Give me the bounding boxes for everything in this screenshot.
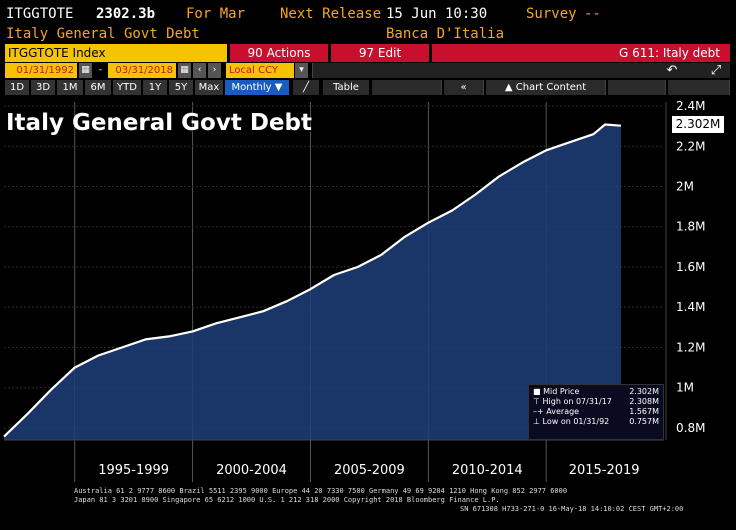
y-tick-label: 2M: [676, 180, 694, 194]
y-tick-label: 1.8M: [676, 220, 705, 234]
x-tick-label: 2015-2019: [569, 463, 640, 478]
chart-legend: ■ Mid Price 2.302M ⊤ High on 07/31/17 2.30…: [528, 384, 664, 440]
edit-button[interactable]: 97 Edit: [331, 44, 429, 62]
low-marker-icon: ⊥: [533, 417, 543, 426]
period-3d[interactable]: 3D: [31, 80, 55, 95]
legend-label: Mid Price: [543, 387, 580, 396]
footer-contacts-line: Australia 61 2 9777 8600 Brazil 5511 239…: [74, 487, 568, 495]
chart-title: Italy General Govt Debt: [6, 110, 312, 136]
security-header: ITGGTOTE 2302.3b For Mar Next Release 15…: [0, 4, 736, 26]
footer: Australia 61 2 9777 8600 Brazil 5511 239…: [0, 486, 736, 530]
chart-content-label: Chart Content: [515, 82, 587, 93]
chart-content-icon: ▲: [504, 82, 516, 93]
next-release-date: 15 Jun 10:30: [386, 6, 488, 22]
command-bar: ITGGTOTE Index 90 Actions 97 Edit G 611:…: [0, 44, 736, 62]
legend-item-low: ⊥ Low on 01/31/92 0.757M: [533, 417, 659, 427]
prev-arrow-icon[interactable]: ‹: [193, 63, 206, 78]
x-tick-label: 2005-2009: [334, 463, 405, 478]
currency-select[interactable]: Local CCY: [226, 63, 294, 78]
collapse-icon[interactable]: «: [444, 80, 484, 95]
security-field[interactable]: ITGGTOTE Index: [5, 44, 227, 62]
chart-content-button[interactable]: ▲ Chart Content: [486, 80, 606, 95]
frequency-select[interactable]: Monthly ▼: [225, 80, 289, 95]
x-tick-label: 1995-1999: [98, 463, 169, 478]
y-tick-label: 1.4M: [676, 300, 705, 314]
legend-label: Low on 01/31/92: [542, 417, 610, 426]
y-tick-label: 1M: [676, 381, 694, 395]
last-value: 2302.3b: [96, 6, 156, 22]
period-ytd[interactable]: YTD: [113, 80, 141, 95]
high-marker-icon: ⊤: [533, 397, 543, 406]
legend-label: Average: [546, 407, 580, 416]
footer-serial: SN 671308 H733-271-0 16-May-18 14:10:02 …: [460, 505, 684, 513]
debt-chart: 0.8M 1M 1.2M 1.4M 1.6M 1.8M 2M 2.2M 2.4M 1995-199…: [3, 99, 705, 482]
period-max[interactable]: Max: [195, 80, 223, 95]
legend-value: 0.757M: [629, 417, 659, 426]
legend-value: 1.567M: [629, 407, 659, 416]
table-button[interactable]: Table: [323, 80, 369, 95]
ticker: ITGGTOTE: [6, 6, 74, 22]
chevron-down-icon[interactable]: ▾: [295, 63, 308, 78]
toolbar-spacer: [608, 80, 666, 95]
y-tick-label: 1.6M: [676, 260, 705, 274]
footer-contacts-line2: Japan 81 3 3201 8900 Singapore 65 6212 1…: [74, 496, 500, 504]
x-tick-label: 2010-2014: [452, 463, 523, 478]
area-fill: [4, 124, 621, 440]
legend-label: High on 07/31/17: [542, 397, 612, 406]
last-value-tag: 2.302M: [672, 116, 724, 133]
line-chart-icon[interactable]: ╱: [293, 80, 319, 95]
legend-value: 2.302M: [629, 387, 659, 396]
legend-swatch: ■: [533, 387, 544, 396]
start-date-field[interactable]: 01/31/1992: [5, 63, 77, 78]
x-tick-label: 2000-2004: [216, 463, 287, 478]
survey-value: --: [584, 6, 601, 22]
calendar-icon[interactable]: ▦: [178, 63, 191, 78]
y-tick-label: 0.8M: [676, 421, 705, 435]
y-tick-label: 2.2M: [676, 139, 705, 153]
function-title: G 611: Italy debt: [432, 44, 730, 62]
source: Banca D'Italia: [386, 26, 505, 42]
chart-area: 0.8M 1M 1.2M 1.4M 1.6M 1.8M 2M 2.2M 2.4M 1995-199…: [0, 96, 736, 530]
date-separator: -: [98, 65, 103, 75]
period-1y[interactable]: 1Y: [143, 80, 167, 95]
toolbar-empty: [312, 63, 730, 78]
calendar-icon[interactable]: ▦: [79, 63, 92, 78]
series-line: [3, 123, 621, 438]
security-name: Italy General Govt Debt: [6, 26, 200, 42]
undo-icon[interactable]: ↶: [662, 63, 682, 78]
spacer: [372, 80, 442, 95]
period-6m[interactable]: 6M: [85, 80, 111, 95]
period: For Mar: [186, 6, 246, 22]
chevron-down-icon: ▼: [274, 82, 283, 93]
date-controls: 01/31/1992 ▦ - 03/31/2018 ▦ ‹ › Local CC…: [0, 63, 736, 79]
expand-icon[interactable]: ⤢: [706, 63, 726, 78]
period-toolbar: 1D 3D 1M 6M YTD 1Y 5Y Max Monthly ▼ ╱ Ta…: [0, 80, 736, 95]
description-row: Italy General Govt Debt Banca D'Italia: [0, 26, 736, 44]
legend-item-high: ⊤ High on 07/31/17 2.308M: [533, 397, 659, 407]
y-tick-label: 1.2M: [676, 340, 705, 354]
legend-item-mid: ■ Mid Price 2.302M: [533, 387, 659, 397]
next-arrow-icon[interactable]: ›: [208, 63, 221, 78]
legend-value: 2.308M: [629, 397, 659, 406]
legend-item-average: –+ Average 1.567M: [533, 407, 659, 417]
toolbar-spacer-right: [668, 80, 730, 95]
actions-button[interactable]: 90 Actions: [230, 44, 328, 62]
period-5y[interactable]: 5Y: [169, 80, 193, 95]
y-tick-label: 2.4M: [676, 99, 705, 113]
average-marker-icon: –+: [533, 407, 547, 416]
period-1m[interactable]: 1M: [57, 80, 83, 95]
next-release-label: Next Release: [280, 6, 382, 22]
end-date-field[interactable]: 03/31/2018: [108, 63, 176, 78]
period-1d[interactable]: 1D: [5, 80, 29, 95]
frequency-label: Monthly: [231, 82, 272, 93]
survey-label: Survey: [526, 6, 577, 22]
